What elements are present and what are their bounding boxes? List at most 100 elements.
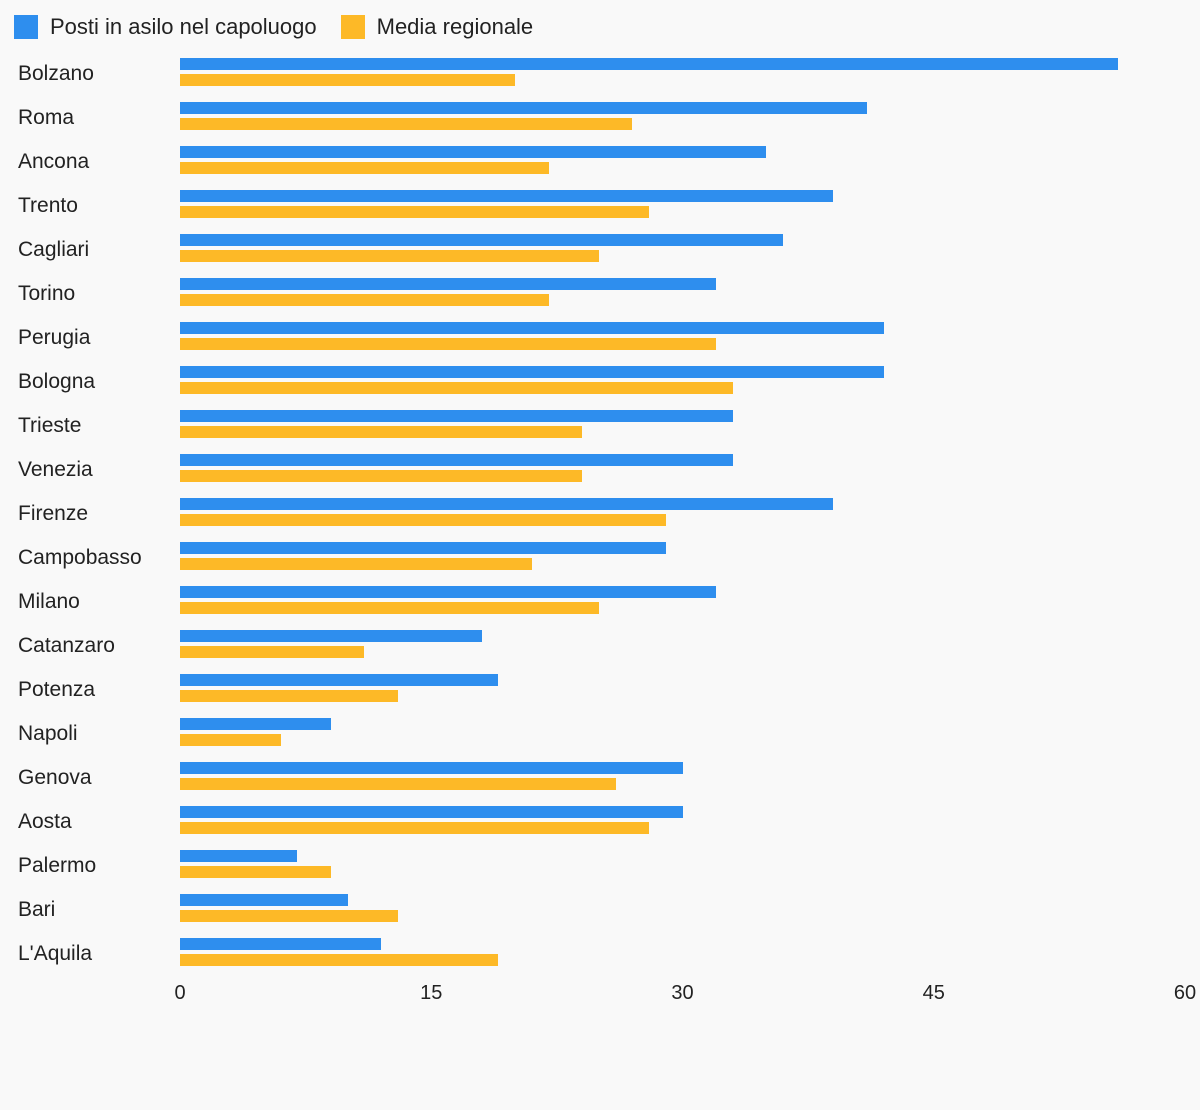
bar-group [180, 492, 1185, 536]
bar-group [180, 52, 1185, 96]
chart-row: Aosta [180, 800, 1185, 844]
bar-group [180, 624, 1185, 668]
category-label: Palermo [10, 854, 170, 878]
chart-row: Roma [180, 96, 1185, 140]
bar-group [180, 360, 1185, 404]
bar-series-1 [180, 690, 398, 702]
bar-series-1 [180, 910, 398, 922]
legend-item-1: Media regionale [341, 14, 534, 40]
bar-group [180, 448, 1185, 492]
bar-series-0 [180, 586, 716, 598]
legend-swatch-0 [14, 15, 38, 39]
chart-row: Venezia [180, 448, 1185, 492]
bar-group [180, 712, 1185, 756]
bar-series-1 [180, 470, 582, 482]
chart-row: Potenza [180, 668, 1185, 712]
chart-row: Milano [180, 580, 1185, 624]
bar-series-0 [180, 498, 833, 510]
category-label: Roma [10, 106, 170, 130]
bar-series-0 [180, 762, 683, 774]
bar-series-1 [180, 118, 632, 130]
bar-series-1 [180, 74, 515, 86]
category-label: Bari [10, 898, 170, 922]
bar-series-0 [180, 542, 666, 554]
category-label: Perugia [10, 326, 170, 350]
bar-series-1 [180, 514, 666, 526]
chart-row: Torino [180, 272, 1185, 316]
bar-chart: BolzanoRomaAnconaTrentoCagliariTorinoPer… [10, 52, 1185, 976]
legend-item-0: Posti in asilo nel capoluogo [14, 14, 317, 40]
category-label: Aosta [10, 810, 170, 834]
bar-series-1 [180, 294, 549, 306]
x-tick: 60 [1174, 982, 1196, 1005]
category-label: Napoli [10, 722, 170, 746]
chart-row: Trieste [180, 404, 1185, 448]
chart-row: Genova [180, 756, 1185, 800]
bar-series-0 [180, 366, 884, 378]
bar-group [180, 184, 1185, 228]
bar-series-1 [180, 426, 582, 438]
category-label: L'Aquila [10, 942, 170, 966]
bar-group [180, 536, 1185, 580]
bar-group [180, 844, 1185, 888]
chart-row: Cagliari [180, 228, 1185, 272]
bar-series-0 [180, 894, 348, 906]
bar-series-1 [180, 866, 331, 878]
bar-group [180, 140, 1185, 184]
bar-series-0 [180, 278, 716, 290]
chart-row: Ancona [180, 140, 1185, 184]
bar-group [180, 228, 1185, 272]
bar-group [180, 756, 1185, 800]
bar-series-0 [180, 102, 867, 114]
category-label: Firenze [10, 502, 170, 526]
bar-group [180, 932, 1185, 976]
bar-group [180, 96, 1185, 140]
bar-series-1 [180, 250, 599, 262]
chart-row: Campobasso [180, 536, 1185, 580]
legend-label-1: Media regionale [377, 14, 534, 40]
bar-series-0 [180, 234, 783, 246]
category-label: Bolzano [10, 62, 170, 86]
bar-series-1 [180, 646, 364, 658]
x-tick: 30 [671, 982, 693, 1005]
category-label: Campobasso [10, 546, 170, 570]
bar-series-1 [180, 558, 532, 570]
bar-series-1 [180, 822, 649, 834]
chart-row: Bolzano [180, 52, 1185, 96]
bar-series-0 [180, 454, 733, 466]
chart-row: Palermo [180, 844, 1185, 888]
bar-series-1 [180, 734, 281, 746]
chart-row: Firenze [180, 492, 1185, 536]
bar-group [180, 272, 1185, 316]
category-label: Venezia [10, 458, 170, 482]
bar-series-1 [180, 338, 716, 350]
category-label: Trieste [10, 414, 170, 438]
x-axis: 015304560 [180, 976, 1185, 1016]
category-label: Bologna [10, 370, 170, 394]
bar-series-1 [180, 602, 599, 614]
bar-group [180, 404, 1185, 448]
legend-swatch-1 [341, 15, 365, 39]
bar-series-1 [180, 162, 549, 174]
chart-row: Bari [180, 888, 1185, 932]
bar-series-0 [180, 410, 733, 422]
bar-series-0 [180, 806, 683, 818]
bar-group [180, 800, 1185, 844]
x-tick: 45 [923, 982, 945, 1005]
bar-group [180, 316, 1185, 360]
bar-series-0 [180, 630, 482, 642]
bar-series-0 [180, 718, 331, 730]
chart-row: L'Aquila [180, 932, 1185, 976]
chart-row: Catanzaro [180, 624, 1185, 668]
chart-row: Bologna [180, 360, 1185, 404]
category-label: Trento [10, 194, 170, 218]
legend-label-0: Posti in asilo nel capoluogo [50, 14, 317, 40]
bar-group [180, 668, 1185, 712]
bar-series-0 [180, 938, 381, 950]
category-label: Ancona [10, 150, 170, 174]
bar-series-0 [180, 674, 498, 686]
category-label: Torino [10, 282, 170, 306]
bar-series-0 [180, 322, 884, 334]
bar-series-1 [180, 206, 649, 218]
x-tick: 0 [174, 982, 185, 1005]
